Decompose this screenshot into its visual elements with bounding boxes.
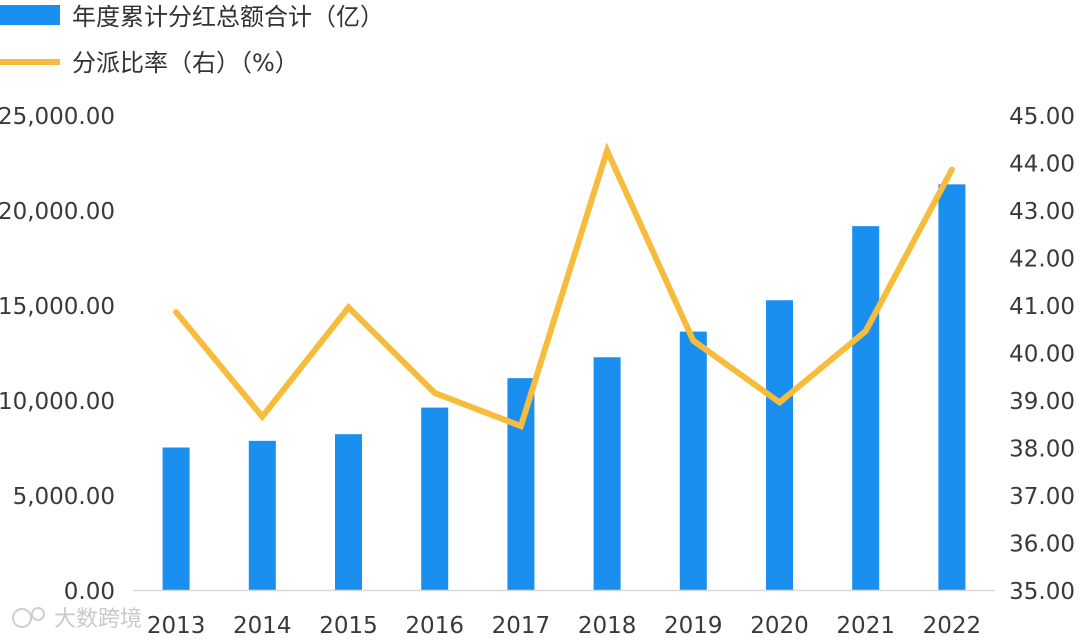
line-path xyxy=(176,151,952,427)
legend-label-bar: 年度累计分红总额合计（亿） xyxy=(72,3,384,31)
right-axis-tick-label: 41.00 xyxy=(1009,294,1075,320)
x-axis-tick-label: 2015 xyxy=(319,613,378,639)
right-axis-tick-label: 40.00 xyxy=(1009,342,1075,368)
bar xyxy=(335,434,362,590)
right-axis-tick-label: 42.00 xyxy=(1009,247,1075,273)
x-axis-tick-label: 2018 xyxy=(578,613,637,639)
watermark: 大数跨境 xyxy=(13,607,142,632)
legend-label-line: 分派比率（右）（%） xyxy=(72,49,299,77)
right-axis-tick-label: 37.00 xyxy=(1009,484,1075,510)
bar xyxy=(249,441,276,590)
x-axis-tick-label: 2014 xyxy=(233,613,292,639)
watermark-logo-icon-inner xyxy=(32,608,44,620)
left-axis-tick-label: 15,000.00 xyxy=(0,294,115,320)
x-axis: 2013 2014 2015 2016 2017 2018 2019 2020 2021 2022 xyxy=(133,591,995,640)
bar xyxy=(163,448,190,591)
right-axis-tick-label: 45.00 xyxy=(1009,104,1075,130)
bar xyxy=(938,184,965,590)
left-axis: 0.00 5,000.00 10,000.00 15,000.00 20,000.00 2… xyxy=(0,104,115,605)
bar xyxy=(680,332,707,590)
bar xyxy=(766,300,793,590)
x-axis-tick-label: 2013 xyxy=(147,613,206,639)
bar xyxy=(421,408,448,590)
right-axis: 35.00 36.00 37.00 38.00 39.00 40.00 41.00 42.00… xyxy=(1009,104,1075,605)
legend: 年度累计分红总额合计（亿） 分派比率（右）（%） xyxy=(0,3,384,77)
right-axis-tick-label: 39.00 xyxy=(1009,389,1075,415)
bar xyxy=(507,378,534,590)
right-axis-tick-label: 44.00 xyxy=(1009,152,1075,178)
left-axis-tick-label: 25,000.00 xyxy=(0,104,115,130)
left-axis-tick-label: 10,000.00 xyxy=(0,389,115,415)
right-axis-tick-label: 36.00 xyxy=(1009,532,1075,558)
x-axis-tick-label: 2019 xyxy=(664,613,723,639)
right-axis-tick-label: 38.00 xyxy=(1009,437,1075,463)
left-axis-tick-label: 0.00 xyxy=(64,579,115,605)
bar xyxy=(852,226,879,590)
legend-swatch-bar xyxy=(0,5,60,25)
right-axis-tick-label: 43.00 xyxy=(1009,199,1075,225)
line-series xyxy=(176,151,952,427)
x-axis-tick-label: 2017 xyxy=(492,613,551,639)
bar xyxy=(594,357,621,590)
watermark-text: 大数跨境 xyxy=(54,607,142,632)
right-axis-tick-label: 35.00 xyxy=(1009,579,1075,605)
x-axis-tick-label: 2020 xyxy=(750,613,809,639)
x-axis-tick-label: 2016 xyxy=(405,613,464,639)
x-axis-tick-label: 2022 xyxy=(923,613,982,639)
x-axis-tick-label: 2021 xyxy=(836,613,895,639)
left-axis-tick-label: 5,000.00 xyxy=(13,484,115,510)
watermark-logo-icon xyxy=(13,609,31,627)
left-axis-tick-label: 20,000.00 xyxy=(0,199,115,225)
